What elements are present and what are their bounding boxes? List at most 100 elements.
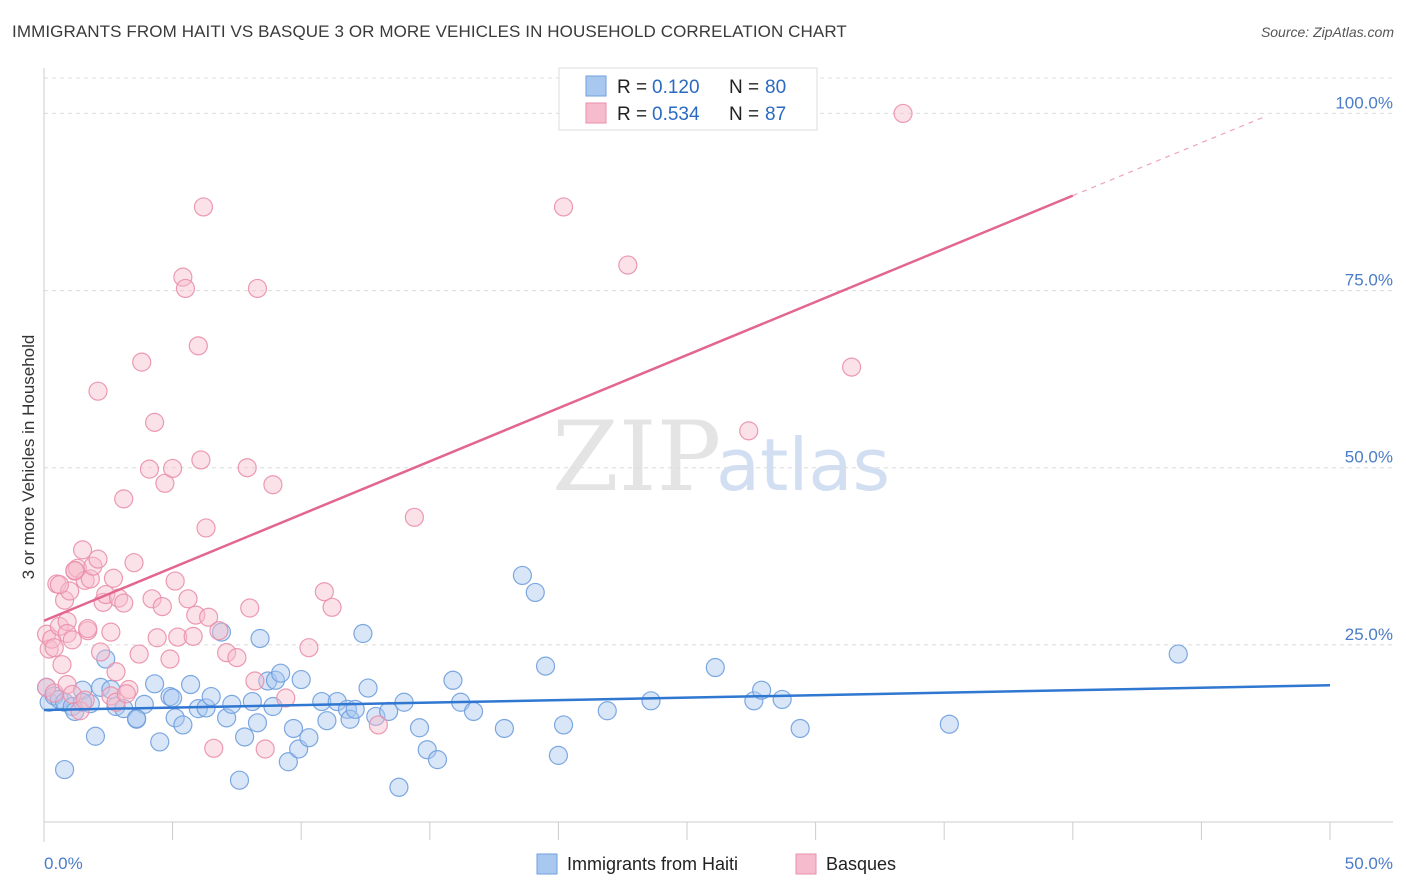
basque-point — [165, 571, 185, 591]
basque-point — [114, 489, 134, 509]
basque-point — [152, 596, 172, 617]
basque-point — [103, 568, 124, 588]
basque-point — [240, 598, 260, 618]
haiti-point — [165, 708, 185, 728]
haiti-point — [705, 657, 725, 678]
haiti-point — [751, 680, 772, 700]
haiti-point — [340, 709, 360, 729]
haiti-point — [247, 713, 268, 733]
haiti-point — [250, 628, 270, 649]
legend-basques-n-value: 87 — [765, 104, 786, 125]
basques-trend-extension — [1072, 115, 1266, 197]
haiti-point — [278, 752, 298, 772]
haiti-point — [299, 728, 319, 748]
haiti-point — [389, 777, 409, 797]
basque-point — [193, 197, 214, 217]
legend-haiti-n-value: 80 — [765, 77, 786, 98]
haiti-point — [463, 701, 484, 722]
basque-point — [147, 628, 167, 648]
x-tick-label-min: 0.0% — [44, 854, 83, 873]
basque-point — [67, 558, 88, 578]
y-tick-label: 75.0% — [1345, 271, 1393, 290]
basque-point — [129, 644, 149, 664]
haiti-point — [512, 565, 532, 586]
basque-point — [54, 590, 75, 610]
axis-layer — [43, 68, 1393, 842]
basque-point — [142, 589, 162, 609]
haiti-point — [283, 718, 304, 739]
bottom-legend-haiti-label: Immigrants from Haiti — [567, 854, 738, 874]
legend-basques-r-label: R = — [617, 104, 647, 125]
haiti-point — [181, 674, 201, 695]
haiti-point — [494, 718, 514, 739]
haiti-point — [85, 726, 106, 746]
haiti-point — [327, 691, 347, 712]
basque-point — [101, 686, 121, 706]
basque-point — [255, 739, 275, 759]
legend: R = 0.120 N = 80 R = 0.534 N = 87 — [558, 67, 818, 131]
basque-point — [553, 197, 574, 217]
basque-point — [322, 597, 342, 617]
haiti-point — [150, 732, 170, 752]
haiti-point — [443, 670, 463, 690]
haiti-point — [188, 699, 208, 719]
bottom-legend-haiti-swatch — [536, 853, 558, 875]
y-tick-label: 100.0% — [1335, 93, 1393, 112]
bottom-legend-basques-label: Basques — [826, 854, 896, 874]
basque-point — [168, 627, 188, 647]
basque-point — [78, 618, 98, 639]
haiti-point — [641, 691, 661, 711]
basque-point — [227, 648, 247, 668]
haiti-point — [353, 623, 373, 644]
watermark: ZIP atlas — [552, 401, 890, 513]
haiti-point — [271, 663, 291, 683]
bottom-legend-basques-swatch — [795, 853, 817, 875]
y-tick-label: 25.0% — [1345, 625, 1393, 644]
basque-point — [90, 642, 111, 662]
x-tick-label-max: 50.0% — [1345, 854, 1393, 873]
basque-point — [160, 649, 180, 669]
legend-basques-r-value: 0.534 — [652, 104, 700, 125]
haiti-point — [163, 688, 183, 708]
haiti-point — [358, 678, 378, 698]
basque-point — [132, 352, 152, 372]
y-tick-label: 50.0% — [1345, 448, 1393, 467]
basque-point — [49, 575, 70, 595]
basque-point — [75, 690, 95, 710]
basque-point — [88, 381, 108, 401]
basque-point — [245, 671, 265, 691]
basque-point — [263, 475, 283, 495]
haiti-point — [54, 759, 75, 780]
basque-point — [196, 518, 216, 538]
basque-point — [101, 622, 121, 642]
basque-point — [139, 459, 160, 479]
basques-trend-line — [43, 194, 1074, 622]
haiti-point — [553, 715, 574, 735]
haiti-point — [312, 691, 332, 712]
basque-point — [842, 357, 862, 377]
haiti-point — [790, 718, 810, 739]
legend-haiti-r-value: 0.120 — [652, 77, 700, 98]
basque-point — [276, 688, 296, 708]
basque-point — [209, 621, 229, 641]
haiti-point — [772, 689, 792, 710]
legend-haiti-swatch — [585, 75, 607, 97]
haiti-point — [201, 686, 221, 707]
haiti-point — [535, 656, 556, 676]
basque-point — [144, 412, 165, 432]
basque-point — [183, 626, 203, 646]
legend-basques-swatch — [585, 102, 607, 124]
basque-point — [299, 638, 319, 658]
haiti-point — [173, 715, 193, 735]
basque-point — [155, 473, 175, 493]
haiti-point — [1168, 644, 1188, 664]
legend-haiti-n-label: N = — [729, 77, 759, 98]
trend-layer — [43, 115, 1331, 712]
haiti-point — [222, 694, 242, 714]
chart-title: IMMIGRANTS FROM HAITI VS BASQUE 3 OR MOR… — [12, 22, 847, 41]
basque-point — [60, 581, 80, 601]
haiti-point — [242, 691, 262, 712]
basque-point — [57, 674, 77, 695]
basque-point — [739, 421, 759, 441]
